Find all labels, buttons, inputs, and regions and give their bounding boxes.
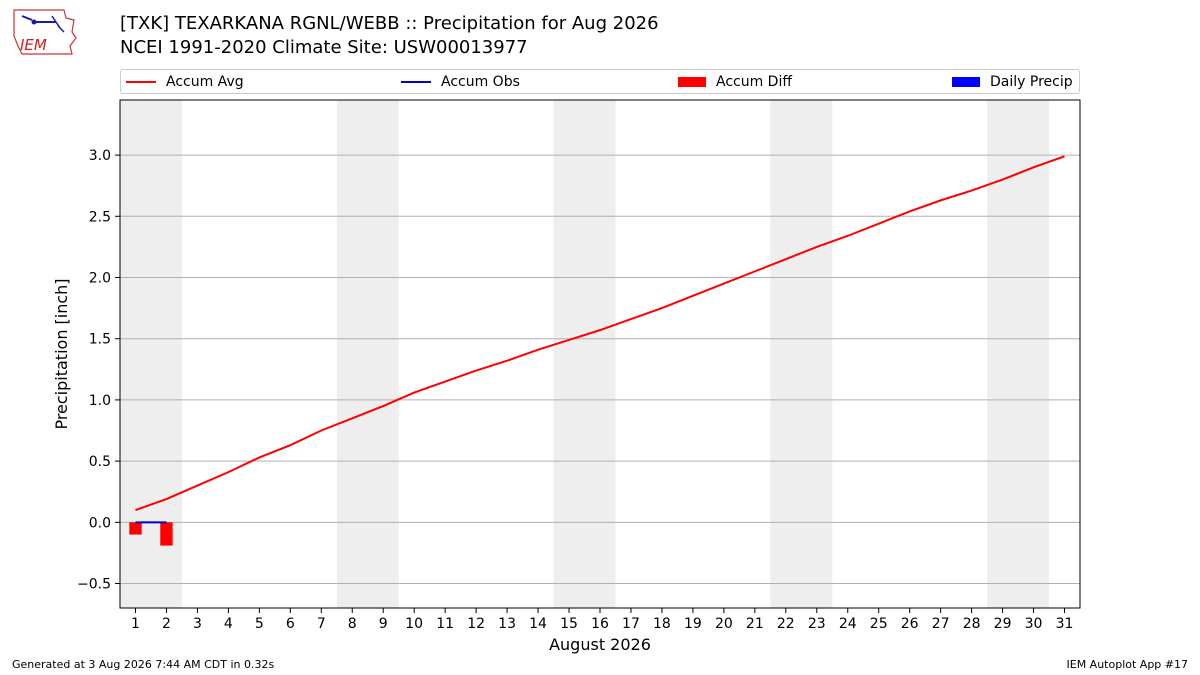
x-tick-label: 29 <box>994 616 1012 632</box>
x-tick-label: 1 <box>131 616 140 632</box>
x-tick-label: 16 <box>591 616 609 632</box>
footer-generated-text: Generated at 3 Aug 2026 7:44 AM CDT in 0… <box>12 658 275 671</box>
footer-app-id: IEM Autoplot App #17 <box>1066 658 1189 671</box>
y-axis-label: Precipitation [inch] <box>52 278 71 429</box>
y-tick-label: 1.0 <box>89 393 111 409</box>
y-tick-label: 0.0 <box>89 515 111 531</box>
x-tick-label: 13 <box>498 616 516 632</box>
accum-diff-bar <box>160 522 173 546</box>
legend-item-accum-avg: Accum Avg <box>126 70 244 93</box>
legend-item-daily-precip: Daily Precip <box>952 70 1073 93</box>
x-tick-label: 21 <box>746 616 764 632</box>
x-tick-label: 10 <box>405 616 423 632</box>
x-tick-label: 17 <box>622 616 640 632</box>
x-tick-label: 22 <box>777 616 795 632</box>
x-tick-label: 27 <box>932 616 950 632</box>
x-tick-label: 31 <box>1056 616 1074 632</box>
x-tick-label: 28 <box>963 616 981 632</box>
weekend-shade-band <box>120 100 182 608</box>
x-tick-label: 2 <box>162 616 171 632</box>
x-axis-label: August 2026 <box>549 635 651 654</box>
series-lines <box>135 155 1065 524</box>
x-tick-label: 19 <box>684 616 702 632</box>
x-tick-label: 14 <box>529 616 547 632</box>
x-axis-ticks: 1 2 3 4 5 6 7 8 9 10 11 12 13 14 15 16 17 18 19 20 21 22 23 24 2… <box>131 608 1073 632</box>
legend-item-accum-obs: Accum Obs <box>401 70 520 93</box>
legend-swatch-accum-avg <box>126 80 156 83</box>
x-tick-label: 18 <box>653 616 671 632</box>
x-tick-label: 11 <box>436 616 454 632</box>
weekend-shade-band <box>553 100 616 608</box>
x-tick-label: 12 <box>467 616 485 632</box>
x-tick-label: 3 <box>193 616 202 632</box>
legend-label-accum-avg: Accum Avg <box>166 73 244 90</box>
x-tick-label: 9 <box>379 616 388 632</box>
x-tick-label: 4 <box>224 616 233 632</box>
y-tick-label: 2.0 <box>89 270 111 286</box>
weekend-shading <box>120 100 1050 608</box>
x-tick-label: 24 <box>839 616 857 632</box>
legend-swatch-daily-precip <box>952 76 980 87</box>
y-tick-label: 1.5 <box>89 332 111 348</box>
gridlines <box>120 154 1080 585</box>
weekend-shade-band <box>987 100 1050 608</box>
y-tick-label: 3.0 <box>89 148 111 164</box>
accum-diff-bar <box>129 522 142 535</box>
legend-label-accum-obs: Accum Obs <box>441 73 520 90</box>
x-tick-label: 30 <box>1025 616 1043 632</box>
x-tick-label: 20 <box>715 616 733 632</box>
chart-title: [TXK] TEXARKANA RGNL/WEBB :: Precipitati… <box>120 13 659 34</box>
accum-avg-line <box>135 155 1065 512</box>
legend-label-daily-precip: Daily Precip <box>990 73 1073 90</box>
legend-swatch-accum-obs <box>401 80 431 83</box>
legend-label-accum-diff: Accum Diff <box>716 73 793 90</box>
y-tick-label: 0.5 <box>89 454 111 470</box>
chart-legend: Accum Avg Accum Obs Accum Diff Daily Pre… <box>120 69 1080 94</box>
logo-text: IEM <box>20 36 47 54</box>
x-tick-label: 8 <box>348 616 357 632</box>
weekend-shade-band <box>336 100 399 608</box>
accum-diff-bars <box>129 522 173 546</box>
y-tick-label: −0.5 <box>77 577 111 593</box>
x-tick-label: 25 <box>870 616 888 632</box>
chart-subtitle: NCEI 1991-2020 Climate Site: USW00013977 <box>120 37 528 58</box>
x-tick-label: 5 <box>255 616 264 632</box>
x-tick-label: 7 <box>317 616 326 632</box>
weekend-shade-band <box>770 100 833 608</box>
plot-frame <box>119 99 1081 609</box>
y-tick-label: 2.5 <box>89 209 111 225</box>
x-tick-label: 23 <box>808 616 826 632</box>
x-tick-label: 26 <box>901 616 919 632</box>
y-axis-ticks: −0.5 0.0 0.5 1.0 1.5 2.0 2.5 3.0 <box>77 148 120 593</box>
iem-logo: IEM <box>13 9 77 55</box>
x-tick-label: 6 <box>286 616 295 632</box>
legend-swatch-accum-diff <box>678 76 706 87</box>
x-tick-label: 15 <box>560 616 578 632</box>
legend-item-accum-diff: Accum Diff <box>678 70 792 93</box>
